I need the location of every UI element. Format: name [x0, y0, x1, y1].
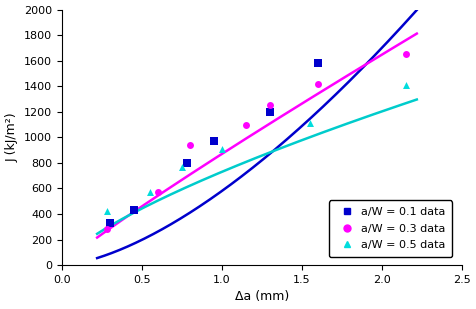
Point — [266, 102, 274, 107]
Point — [106, 221, 114, 226]
X-axis label: Δa (mm): Δa (mm) — [235, 290, 289, 303]
Point — [314, 82, 321, 87]
Legend: a/W = 0.1 data, a/W = 0.3 data, a/W = 0.5 data: a/W = 0.1 data, a/W = 0.3 data, a/W = 0.… — [329, 201, 452, 257]
Point — [314, 61, 321, 66]
Point — [154, 190, 162, 195]
Point — [183, 160, 190, 165]
Point — [130, 208, 138, 213]
Point — [402, 83, 409, 87]
Point — [402, 52, 409, 57]
Point — [178, 164, 186, 169]
Point — [210, 138, 218, 143]
Point — [186, 142, 194, 147]
Point — [103, 226, 110, 231]
Point — [103, 208, 110, 213]
Point — [146, 189, 154, 194]
Point — [218, 146, 226, 151]
Point — [266, 109, 274, 114]
Point — [306, 121, 314, 126]
Y-axis label: J (kJ/m²): J (kJ/m²) — [6, 112, 19, 162]
Point — [242, 122, 249, 127]
